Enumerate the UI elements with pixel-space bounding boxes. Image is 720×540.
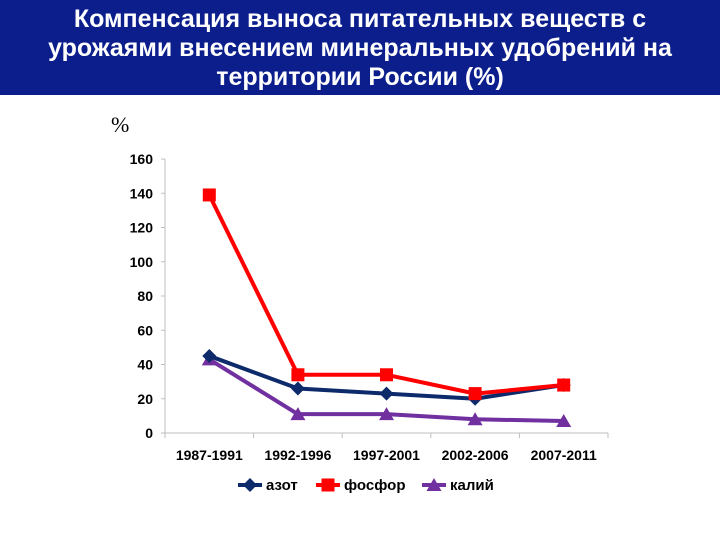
x-tick-label: 1987-1991 — [176, 447, 243, 463]
data-point-калий — [556, 414, 572, 428]
legend-marker-фосфор — [321, 478, 335, 492]
y-tick-label: 100 — [130, 254, 154, 270]
x-tick-label: 2007-2011 — [531, 447, 597, 463]
data-point-калий — [467, 412, 483, 426]
y-tick-label: 80 — [137, 288, 153, 304]
y-tick-label: 160 — [130, 151, 154, 167]
data-point-фосфор — [468, 387, 482, 401]
y-tick-label: 60 — [137, 322, 153, 338]
legend-label-фосфор: фосфор — [344, 477, 406, 494]
data-point-фосфор — [557, 378, 571, 392]
data-point-калий — [290, 407, 306, 421]
x-tick-label: 1997-2001 — [353, 447, 420, 463]
chart-title: Компенсация выноса питательных веществ с… — [0, 0, 720, 95]
data-point-азот — [379, 386, 394, 401]
x-tick-label: 2002-2006 — [442, 447, 509, 463]
data-point-фосфор — [202, 188, 216, 202]
legend-label-азот: азот — [266, 477, 298, 494]
data-point-азот — [202, 348, 217, 363]
y-tick-label: 20 — [137, 391, 153, 407]
y-tick-label: 40 — [137, 357, 153, 373]
title-line-3: территории России (%) — [216, 63, 504, 91]
y-axis-unit-label: % — [111, 112, 130, 137]
data-point-фосфор — [291, 368, 305, 382]
legend-label-калий: калий — [450, 477, 494, 494]
legend-marker-азот — [243, 478, 257, 492]
y-tick-label: 0 — [145, 425, 153, 441]
legend-marker-калий — [426, 478, 442, 491]
data-point-фосфор — [380, 368, 393, 382]
x-tick-label: 1992-1996 — [264, 447, 331, 463]
series-line-фосфор — [207, 194, 564, 396]
data-point-калий — [379, 407, 394, 421]
title-line-1: Компенсация выноса питательных веществ с — [73, 5, 647, 33]
y-tick-label: 140 — [130, 185, 154, 201]
data-point-азот — [290, 381, 305, 396]
y-tick-label: 120 — [130, 220, 154, 236]
title-line-2: урожаями внесением минеральных удобрений… — [48, 34, 672, 62]
